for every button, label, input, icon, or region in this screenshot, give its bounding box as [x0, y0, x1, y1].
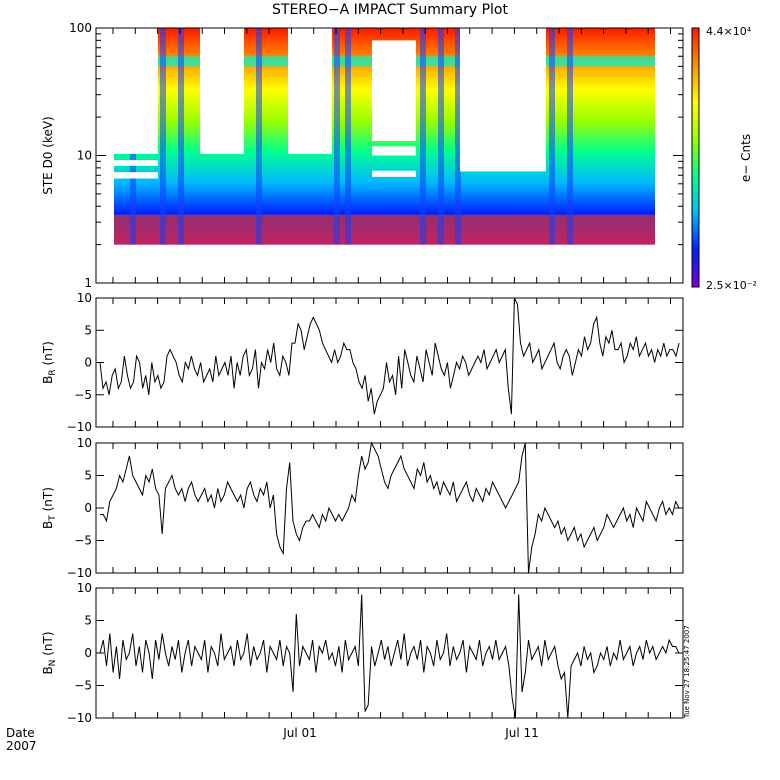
data-gap — [460, 28, 546, 172]
panel-frame — [95, 587, 684, 719]
timestamp-label: Tue Nov 27 18:25:47 2007 — [683, 625, 691, 718]
spectrogram-streak — [455, 28, 461, 245]
colorbar-min-label: 2.5×10⁻² — [706, 279, 757, 292]
y-tick-label: −10 — [67, 420, 92, 434]
field-series-line — [99, 594, 680, 719]
panel-frame — [95, 297, 684, 428]
field-y-axis-label: BR (nT) — [41, 341, 58, 384]
spectrogram-streak — [178, 28, 184, 245]
data-gap — [114, 160, 158, 166]
y-tick-label: 5 — [84, 614, 92, 628]
y-tick-label: 10 — [77, 581, 92, 595]
plot-title: STEREO−A IMPACT Summary Plot — [272, 2, 508, 18]
x-tick-label: Jul 01 — [282, 726, 317, 740]
year-label: 2007 — [6, 739, 37, 753]
colorbar — [691, 27, 700, 288]
y-tick-label: 100 — [69, 21, 92, 35]
data-gap — [372, 40, 416, 141]
low-energy-band — [114, 214, 655, 245]
data-gap — [372, 170, 416, 177]
spectrogram-streak — [420, 28, 426, 245]
spectrogram-streak — [345, 28, 351, 245]
spectrogram-streak — [334, 28, 340, 245]
y-tick-label: −10 — [67, 711, 92, 725]
data-gap — [200, 28, 244, 154]
y-tick-label: −5 — [74, 679, 92, 693]
spectrogram-streak — [438, 28, 444, 245]
x-tick-label: Jul 11 — [504, 726, 539, 740]
field-series-line — [100, 441, 680, 574]
spectrogram-streak — [567, 28, 573, 245]
y-tick-label: 5 — [84, 323, 92, 337]
spectrogram-streak — [160, 28, 166, 245]
data-gap — [288, 28, 332, 154]
data-gap — [114, 28, 158, 154]
y-tick-label: −10 — [67, 566, 92, 580]
y-tick-label: 5 — [84, 469, 92, 483]
heatmap-y-axis-label: STE D0 (keV) — [41, 116, 55, 195]
field-y-axis-label: BN (nT) — [41, 631, 58, 674]
y-tick-label: −5 — [74, 534, 92, 548]
y-tick-label: −5 — [74, 388, 92, 402]
y-tick-label: 10 — [77, 436, 92, 450]
data-gap — [114, 172, 158, 179]
colorbar-label: e− Cnts — [739, 134, 753, 182]
date-label: Date — [6, 726, 35, 740]
y-tick-label: 10 — [77, 149, 92, 163]
y-tick-label: 0 — [84, 501, 92, 515]
spectrogram-streak — [256, 28, 262, 245]
panel-frame — [95, 442, 684, 574]
y-tick-label: 0 — [84, 356, 92, 370]
y-tick-label: 1 — [84, 276, 92, 290]
field-series-line — [99, 297, 680, 415]
field-y-axis-label: BT (nT) — [41, 487, 58, 529]
y-tick-label: 10 — [77, 291, 92, 305]
data-gap — [372, 146, 416, 156]
y-tick-label: 0 — [84, 646, 92, 660]
data-gap — [460, 150, 546, 153]
spectrogram-streak — [549, 28, 555, 245]
colorbar-max-label: 4.4×10⁴ — [706, 25, 752, 38]
